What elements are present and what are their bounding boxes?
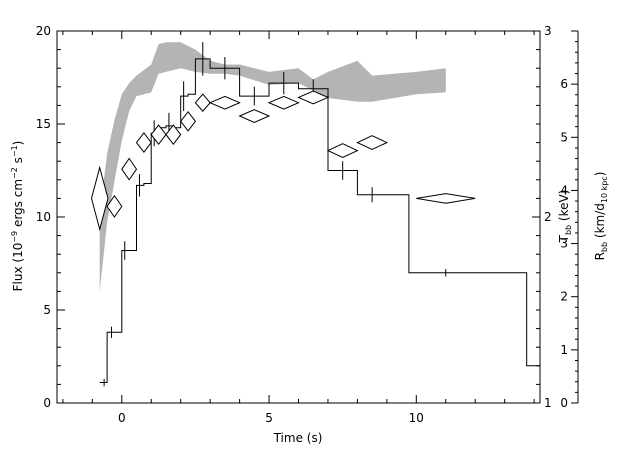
flux-step-line — [99, 58, 540, 383]
y-radius-tick-label: 4 — [560, 183, 568, 197]
radius-diamond — [208, 95, 241, 110]
radius-diamond — [180, 110, 197, 132]
y-left-tick-label: 15 — [36, 117, 51, 131]
y-temperature-axis-title: Tbb (keV) — [557, 190, 573, 244]
y-left-tick-label: 20 — [36, 24, 51, 38]
x-axis-title: Time (s) — [273, 431, 323, 445]
radius-diamond — [356, 135, 389, 151]
radius-diamond — [90, 165, 109, 232]
radius-diamond — [165, 124, 182, 146]
radius-diamond — [121, 157, 138, 181]
y-temperature-tick-label: 2 — [544, 210, 552, 224]
radius-diamond — [194, 93, 211, 112]
radius-diamond — [106, 194, 123, 218]
radius-diamond — [135, 132, 152, 154]
x-tick-label: 5 — [265, 411, 273, 425]
y-left-tick-label: 5 — [43, 303, 51, 317]
y-radius-tick-label: 2 — [560, 290, 568, 304]
y-left-tick-label: 10 — [36, 210, 51, 224]
y-radius-tick-label: 3 — [560, 237, 568, 251]
x-tick-label: 10 — [409, 411, 424, 425]
y-left-tick-label: 0 — [43, 396, 51, 410]
radius-series-layer — [90, 90, 476, 232]
y-temperature-tick-label: 1 — [544, 396, 552, 410]
y-temperature-tick-label: 3 — [544, 24, 552, 38]
y-radius-axis-title: Rbb (km/d10 kpc) — [593, 172, 609, 261]
radius-diamond — [267, 95, 300, 110]
radius-diamond — [326, 143, 359, 159]
y-radius-tick-label: 1 — [560, 343, 568, 357]
radius-diamond — [238, 109, 271, 123]
y-left-axis-title: Flux (10−9 ergs cm−2 s−1) — [10, 141, 25, 292]
y-radius-tick-label: 6 — [560, 77, 568, 91]
radius-diamond — [416, 193, 476, 204]
radius-diamond — [297, 90, 330, 105]
x-tick-label: 0 — [118, 411, 126, 425]
y-radius-tick-label: 0 — [560, 396, 568, 410]
y-radius-tick-label: 5 — [560, 130, 568, 144]
